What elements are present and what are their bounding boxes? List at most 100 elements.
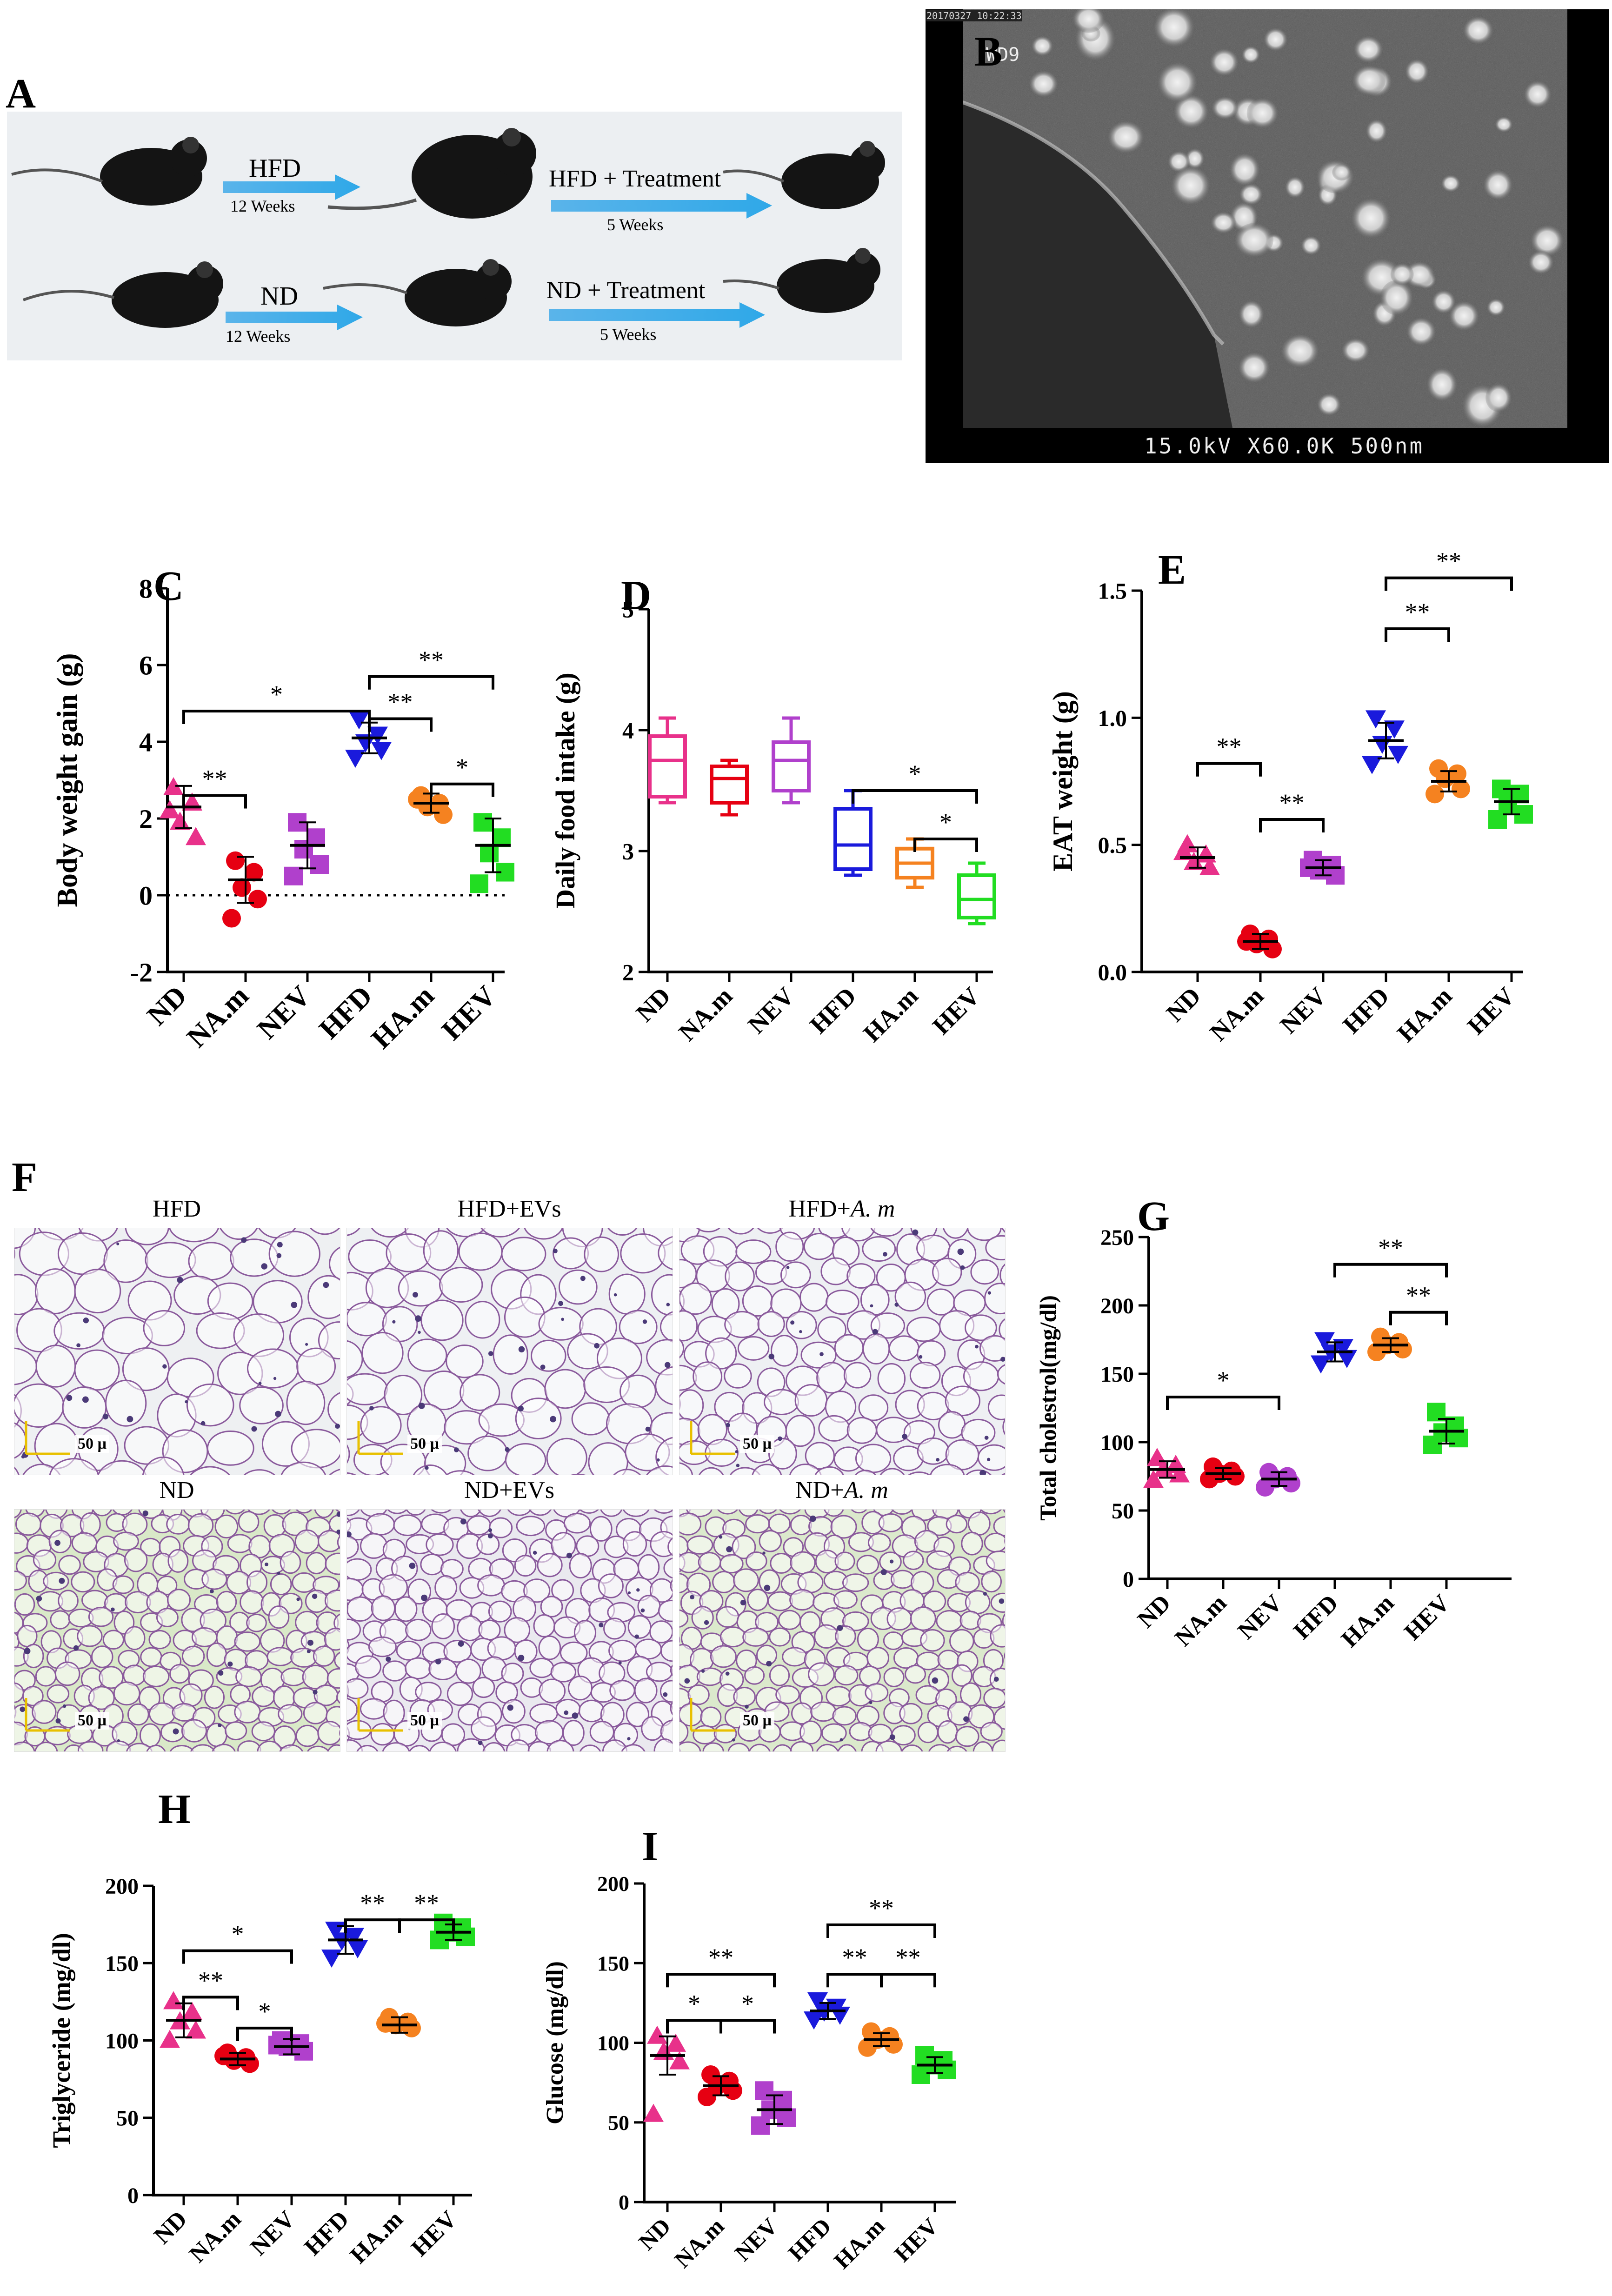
bracket-line bbox=[1385, 627, 1450, 642]
y-tick-label: 150 bbox=[1100, 1362, 1134, 1387]
vesicle bbox=[1239, 353, 1270, 383]
data-point bbox=[1393, 1340, 1412, 1359]
data-point bbox=[245, 863, 263, 882]
scale-bar-label: 50 µ bbox=[75, 1712, 110, 1730]
series-HEV bbox=[470, 813, 514, 893]
bracket-line bbox=[1333, 1263, 1448, 1278]
data-point bbox=[858, 2038, 877, 2057]
panel-letter: E bbox=[1158, 547, 1186, 593]
vesicle bbox=[1354, 36, 1383, 62]
significance-bracket: * bbox=[666, 1990, 722, 2034]
vesicle bbox=[1242, 46, 1260, 63]
arrow-icon bbox=[551, 193, 772, 219]
y-tick-label: 0 bbox=[1123, 1567, 1134, 1592]
x-tick-label: HFD bbox=[300, 2206, 354, 2261]
vesicle bbox=[1317, 393, 1341, 416]
data-point bbox=[349, 711, 369, 730]
data-point bbox=[1226, 1467, 1245, 1486]
mouse-icon bbox=[22, 261, 223, 328]
vesicle bbox=[1285, 176, 1305, 198]
series-HFD bbox=[1311, 1332, 1357, 1374]
series-HA.m bbox=[1367, 1327, 1412, 1361]
x-tick-label: HA.m bbox=[858, 982, 923, 1047]
vesicle bbox=[1171, 166, 1210, 205]
box bbox=[772, 740, 811, 792]
data-point bbox=[186, 2020, 206, 2039]
bracket-line bbox=[913, 838, 978, 852]
bracket-line bbox=[852, 789, 978, 804]
data-point bbox=[807, 1992, 828, 2011]
data-point bbox=[1256, 1478, 1274, 1497]
bracket-line bbox=[826, 1973, 883, 1988]
y-tick-label: 4 bbox=[139, 727, 153, 757]
series-HA.m bbox=[858, 2022, 903, 2057]
bracket-line bbox=[430, 782, 494, 797]
data-point bbox=[332, 1932, 352, 1951]
significance-label: * bbox=[1217, 1366, 1230, 1394]
vesicle bbox=[1072, 9, 1105, 33]
vesicle bbox=[1281, 334, 1319, 367]
x-tick-label: NA.m bbox=[181, 980, 255, 1054]
data-point bbox=[755, 2081, 773, 2100]
series-NA.m bbox=[698, 2065, 742, 2106]
significance-bracket: * bbox=[236, 1997, 293, 2041]
y-tick-label: 100 bbox=[1100, 1431, 1134, 1455]
series-ND bbox=[1143, 1448, 1190, 1488]
significance-bracket: ** bbox=[826, 1894, 936, 1938]
data-point bbox=[182, 2002, 202, 2020]
x-tick-label: HA.m bbox=[829, 2213, 890, 2274]
significance-label: * bbox=[232, 1920, 244, 1948]
y-tick-label: 50 bbox=[116, 2106, 139, 2131]
significance-label: * bbox=[688, 1990, 700, 2018]
image-title: HFD+EVs bbox=[457, 1196, 561, 1222]
data-point bbox=[160, 800, 180, 819]
y-tick-label: 0.0 bbox=[1098, 959, 1127, 985]
x-tick-label: NEV bbox=[730, 2213, 783, 2266]
panel-letter: I bbox=[642, 1823, 658, 1870]
vesicle bbox=[1108, 121, 1144, 153]
vesicle bbox=[1264, 28, 1287, 51]
series-HFD bbox=[321, 1922, 368, 1968]
histology-image: 50 µ bbox=[679, 1228, 1006, 1475]
data-point bbox=[1384, 720, 1405, 739]
x-tick-label: NEV bbox=[246, 2206, 300, 2261]
data-point bbox=[1184, 852, 1204, 870]
x-tick-label: HEV bbox=[1399, 1590, 1455, 1645]
duration-label: 12 Weeks bbox=[226, 327, 291, 346]
x-tick-label: HEV bbox=[406, 2206, 462, 2262]
significance-label: * bbox=[909, 760, 921, 788]
y-tick-label: 4 bbox=[622, 718, 634, 744]
data-point bbox=[376, 2014, 395, 2033]
significance-label: ** bbox=[1406, 1282, 1431, 1310]
significance-label: * bbox=[741, 1990, 754, 2018]
y-tick-label: 150 bbox=[597, 1951, 629, 1975]
x-tick-label: HEV bbox=[1462, 982, 1520, 1040]
y-tick-label: 250 bbox=[1100, 1225, 1134, 1250]
vesicle bbox=[1352, 65, 1386, 95]
significance-label: ** bbox=[419, 646, 444, 674]
data-point bbox=[804, 2011, 824, 2030]
vesicle bbox=[1154, 9, 1194, 47]
data-point bbox=[294, 840, 313, 859]
y-tick-label: 1.5 bbox=[1098, 578, 1127, 604]
significance-label: ** bbox=[842, 1943, 867, 1971]
data-point bbox=[1282, 1474, 1300, 1493]
series-NEV bbox=[1300, 851, 1345, 885]
data-point bbox=[1337, 1350, 1357, 1368]
significance-label: ** bbox=[414, 1889, 439, 1917]
vesicle bbox=[1239, 184, 1263, 205]
significance-label: ** bbox=[388, 688, 413, 716]
scale-bar-label: 50 µ bbox=[407, 1435, 442, 1453]
data-point bbox=[666, 2033, 686, 2052]
y-axis-label: Daily food intake (g) bbox=[550, 672, 580, 909]
y-axis-label: Triglyceride (mg/dl) bbox=[47, 1933, 75, 2148]
histology-image: 50 µ bbox=[14, 1509, 340, 1752]
panel-a-diagram: HFD 12 Weeks HFD + Treatment 5 Weeks ND … bbox=[7, 112, 902, 360]
box-ND bbox=[648, 716, 687, 805]
bracket-line bbox=[368, 717, 433, 732]
y-tick-label: 5 bbox=[622, 597, 634, 623]
x-tick-label: HFD bbox=[783, 2213, 836, 2266]
